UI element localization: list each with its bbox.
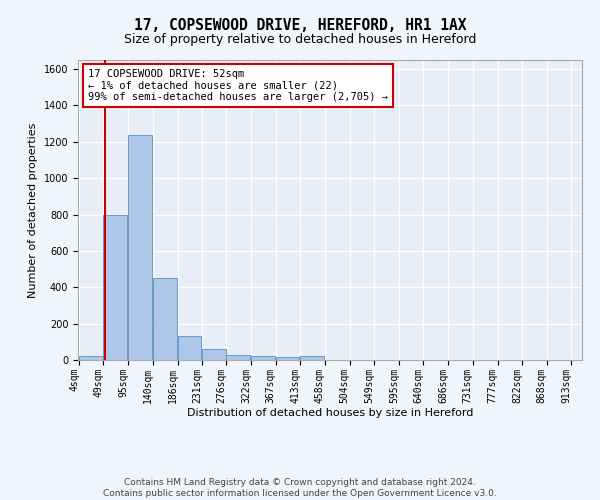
Bar [301,356,325,360]
Text: Size of property relative to detached houses in Hereford: Size of property relative to detached ho… [124,32,476,46]
Bar [226,356,250,360]
Bar [153,278,176,360]
Text: 17, COPSEWOOD DRIVE, HEREFORD, HR1 1AX: 17, COPSEWOOD DRIVE, HEREFORD, HR1 1AX [134,18,466,32]
X-axis label: Distribution of detached houses by size in Hereford: Distribution of detached houses by size … [187,408,473,418]
Bar [178,336,202,360]
Text: Contains HM Land Registry data © Crown copyright and database right 2024.
Contai: Contains HM Land Registry data © Crown c… [103,478,497,498]
Bar [202,348,226,360]
Bar [128,134,152,360]
Text: 17 COPSEWOOD DRIVE: 52sqm
← 1% of detached houses are smaller (22)
99% of semi-d: 17 COPSEWOOD DRIVE: 52sqm ← 1% of detach… [88,69,388,102]
Bar [275,358,299,360]
Bar [103,214,127,360]
Bar [251,356,275,360]
Y-axis label: Number of detached properties: Number of detached properties [28,122,38,298]
Bar [79,356,103,360]
